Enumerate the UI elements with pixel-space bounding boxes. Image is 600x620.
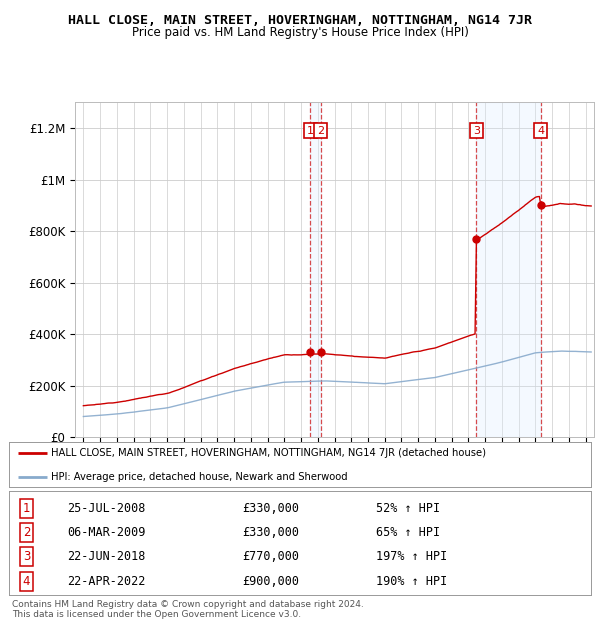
Text: 1: 1	[307, 126, 314, 136]
Text: 65% ↑ HPI: 65% ↑ HPI	[376, 526, 440, 539]
Text: 4: 4	[537, 126, 544, 136]
Text: 22-JUN-2018: 22-JUN-2018	[67, 550, 146, 563]
Text: £770,000: £770,000	[242, 550, 299, 563]
Bar	[310, 102, 320, 437]
Text: HPI: Average price, detached house, Newark and Sherwood: HPI: Average price, detached house, Newa…	[51, 472, 347, 482]
Bar	[476, 102, 541, 437]
Text: 1: 1	[23, 502, 30, 515]
Text: 2: 2	[23, 526, 30, 539]
Text: 3: 3	[23, 550, 30, 563]
Text: £330,000: £330,000	[242, 526, 299, 539]
Text: £330,000: £330,000	[242, 502, 299, 515]
Text: 197% ↑ HPI: 197% ↑ HPI	[376, 550, 447, 563]
Text: 22-APR-2022: 22-APR-2022	[67, 575, 146, 588]
Text: 190% ↑ HPI: 190% ↑ HPI	[376, 575, 447, 588]
Text: Contains HM Land Registry data © Crown copyright and database right 2024.
This d: Contains HM Land Registry data © Crown c…	[12, 600, 364, 619]
Text: 3: 3	[473, 126, 480, 136]
Text: 25-JUL-2008: 25-JUL-2008	[67, 502, 146, 515]
Text: Price paid vs. HM Land Registry's House Price Index (HPI): Price paid vs. HM Land Registry's House …	[131, 26, 469, 39]
Text: 2: 2	[317, 126, 324, 136]
Text: 52% ↑ HPI: 52% ↑ HPI	[376, 502, 440, 515]
Text: 4: 4	[23, 575, 30, 588]
Text: HALL CLOSE, MAIN STREET, HOVERINGHAM, NOTTINGHAM, NG14 7JR: HALL CLOSE, MAIN STREET, HOVERINGHAM, NO…	[68, 14, 532, 27]
Text: £900,000: £900,000	[242, 575, 299, 588]
Text: 06-MAR-2009: 06-MAR-2009	[67, 526, 146, 539]
Text: HALL CLOSE, MAIN STREET, HOVERINGHAM, NOTTINGHAM, NG14 7JR (detached house): HALL CLOSE, MAIN STREET, HOVERINGHAM, NO…	[51, 448, 486, 458]
